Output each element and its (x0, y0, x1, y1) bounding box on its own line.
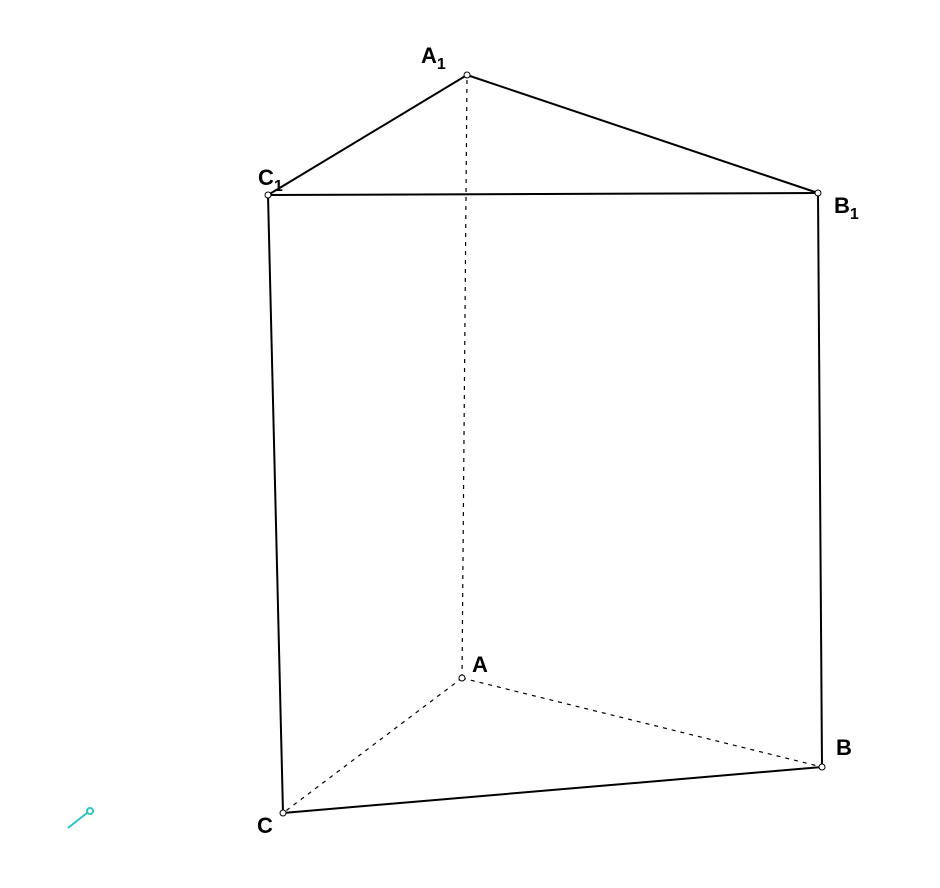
vertex-dot-A1 (464, 72, 470, 78)
label-B1: B1 (834, 193, 859, 223)
vertex-labels: A B C A1 B1 C1 (257, 43, 859, 838)
edge-A-A1 (462, 75, 467, 678)
edge-B-B1 (818, 193, 822, 767)
tool-icon (68, 808, 93, 828)
vertex-dot-B1 (815, 190, 821, 196)
vertex-dot-C (280, 810, 286, 816)
label-C: C (257, 813, 273, 838)
diagram-canvas: A B C A1 B1 C1 (0, 0, 940, 888)
label-B: B (836, 735, 852, 760)
edge-A-B (462, 678, 822, 767)
edge-A1-B1 (467, 75, 818, 193)
edge-C-B (283, 767, 822, 813)
vertex-dot-B (819, 764, 825, 770)
edges-group (268, 75, 822, 813)
edge-A-C (283, 678, 462, 813)
vertex-dot-A (459, 675, 465, 681)
edge-C-C1 (268, 195, 283, 813)
tool-icon-line (68, 813, 87, 828)
edge-C1-B1 (268, 193, 818, 195)
vertex-dots (265, 72, 825, 816)
tool-icon-dot (87, 808, 93, 814)
vertex-dot-C1 (265, 192, 271, 198)
label-C1: C1 (258, 165, 283, 195)
label-A1: A1 (421, 43, 446, 73)
label-A: A (472, 652, 488, 677)
edge-A1-C1 (268, 75, 467, 195)
